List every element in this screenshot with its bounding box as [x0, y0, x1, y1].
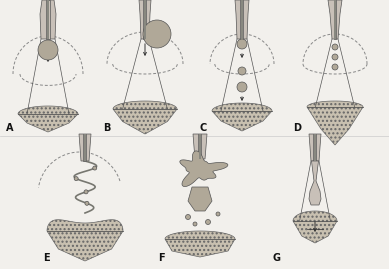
Polygon shape — [240, 0, 244, 39]
Circle shape — [85, 201, 89, 205]
Polygon shape — [18, 106, 78, 132]
Polygon shape — [84, 134, 86, 161]
Polygon shape — [198, 134, 202, 159]
Polygon shape — [328, 0, 342, 39]
Circle shape — [238, 67, 246, 75]
Circle shape — [38, 40, 58, 60]
Polygon shape — [334, 0, 336, 39]
Polygon shape — [309, 161, 321, 205]
Text: E: E — [43, 253, 50, 263]
Polygon shape — [212, 103, 272, 131]
Text: G: G — [273, 253, 281, 263]
Circle shape — [84, 190, 88, 194]
Polygon shape — [241, 0, 243, 39]
Polygon shape — [144, 0, 146, 39]
Text: F: F — [158, 253, 165, 263]
Polygon shape — [47, 220, 123, 261]
Polygon shape — [314, 134, 317, 161]
Text: A: A — [6, 123, 14, 133]
Circle shape — [186, 214, 191, 220]
Polygon shape — [46, 0, 50, 39]
Polygon shape — [79, 134, 91, 161]
Polygon shape — [235, 0, 249, 39]
Polygon shape — [40, 0, 56, 39]
Polygon shape — [307, 101, 363, 145]
Polygon shape — [309, 134, 321, 161]
Circle shape — [93, 166, 97, 170]
Polygon shape — [188, 187, 212, 211]
Text: D: D — [293, 123, 301, 133]
Text: B: B — [103, 123, 110, 133]
Polygon shape — [139, 0, 151, 39]
Polygon shape — [193, 134, 207, 159]
Polygon shape — [314, 134, 316, 161]
Polygon shape — [84, 134, 86, 161]
Polygon shape — [47, 0, 49, 39]
Polygon shape — [180, 151, 228, 187]
Circle shape — [332, 64, 338, 70]
Circle shape — [143, 20, 171, 48]
Polygon shape — [144, 0, 147, 39]
Circle shape — [216, 212, 220, 216]
Polygon shape — [113, 101, 177, 134]
Polygon shape — [334, 0, 336, 39]
Circle shape — [237, 82, 247, 92]
Circle shape — [332, 44, 338, 50]
Polygon shape — [165, 231, 235, 257]
Polygon shape — [293, 211, 337, 243]
Circle shape — [193, 222, 197, 226]
Circle shape — [237, 39, 247, 49]
Polygon shape — [199, 134, 201, 159]
Circle shape — [205, 220, 210, 225]
Text: C: C — [200, 123, 207, 133]
Circle shape — [332, 54, 338, 60]
Circle shape — [74, 177, 78, 180]
